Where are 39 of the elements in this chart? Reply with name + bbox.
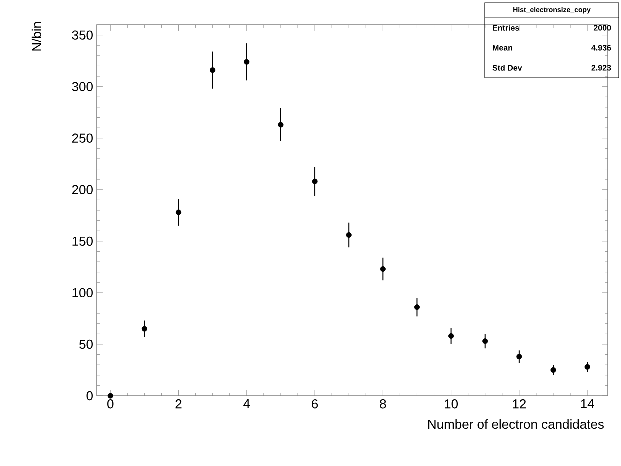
- point: [584, 364, 590, 370]
- point: [448, 333, 454, 340]
- y-tick-label: 100: [72, 288, 93, 298]
- point: [550, 367, 556, 374]
- x-tick-label: 6: [312, 400, 318, 409]
- annotation: 2.923: [592, 65, 612, 71]
- annotation: 2000: [594, 25, 612, 31]
- y-tick-label: 300: [72, 82, 93, 92]
- y-tick-label: 250: [72, 134, 93, 143]
- point: [516, 354, 522, 360]
- point: [346, 232, 352, 238]
- y-axis-title: N/bin: [32, 22, 42, 51]
- x-tick-label: 12: [513, 400, 526, 409]
- x-tick-label: 2: [176, 400, 182, 409]
- point: [380, 266, 386, 272]
- y-tick-label: 0: [86, 391, 93, 401]
- annotation: Std Dev: [492, 65, 522, 71]
- point: [210, 68, 216, 74]
- point: [482, 338, 488, 344]
- annotation: Entries: [493, 25, 520, 31]
- x-tick-label: 8: [380, 400, 386, 409]
- x-tick-label: 14: [581, 400, 594, 408]
- annotation: Mean: [493, 45, 512, 51]
- x-tick-label: 4: [244, 400, 250, 408]
- y-tick-label: 350: [72, 30, 93, 40]
- y-tick-label: 200: [72, 185, 93, 194]
- x-tick-label: 10: [445, 400, 458, 409]
- y-tick-label: 150: [72, 236, 93, 246]
- x-tick-label: 0: [108, 400, 114, 409]
- x-axis-title: Number of electron candidates: [428, 420, 604, 430]
- point: [142, 326, 148, 332]
- point: [278, 122, 284, 128]
- point: [414, 304, 420, 310]
- y-tick-label: 50: [80, 340, 93, 350]
- point: [312, 178, 318, 184]
- annotation: 4.936: [592, 45, 612, 51]
- point: [176, 210, 182, 216]
- point: [108, 393, 114, 399]
- point: [244, 59, 250, 65]
